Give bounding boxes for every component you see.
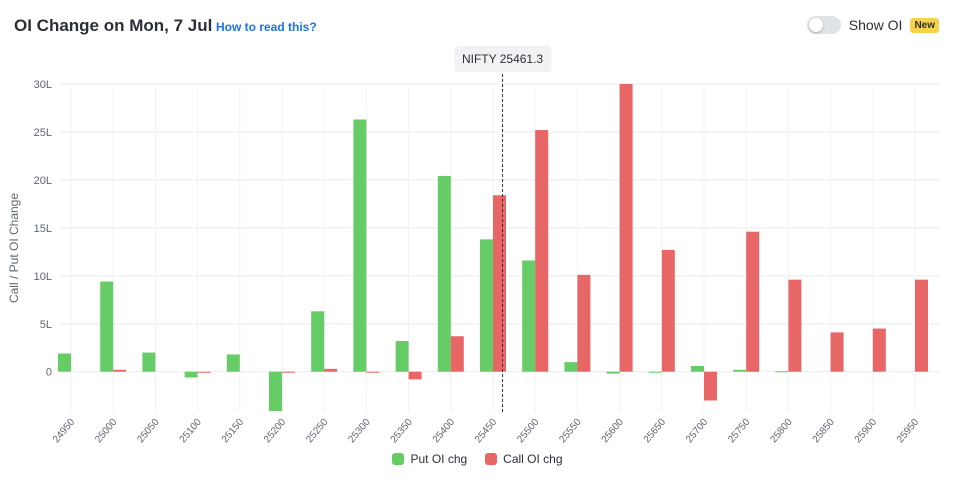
put-oi-bar [269, 371, 282, 412]
x-tick-label: 25450 [473, 417, 500, 446]
call-oi-bar [408, 371, 422, 380]
call-oi-bar [197, 371, 211, 373]
call-oi-bar [282, 371, 295, 373]
y-tick-label: 5L [40, 319, 52, 331]
call-oi-bar [619, 84, 633, 372]
put-oi-bar [311, 311, 325, 372]
x-tick-label: 25850 [811, 417, 838, 446]
put-oi-bar [733, 369, 747, 372]
call-oi-bar [746, 231, 760, 372]
x-tick-label: 25350 [389, 417, 416, 446]
legend-call-label: Call OI chg [503, 452, 563, 466]
show-oi-toggle-group: Show OI New [806, 16, 939, 34]
x-tick-label: 25550 [557, 417, 584, 446]
y-axis-label: Call / Put OI Change [7, 193, 21, 303]
put-oi-bar [606, 371, 620, 374]
legend-item-call[interactable]: Call OI chg [485, 452, 563, 466]
y-tick-label: 15L [34, 223, 52, 235]
chart-legend: Put OI chg Call OI chg [0, 452, 955, 466]
chart-title: OI Change on Mon, 7 Jul [14, 16, 213, 35]
call-oi-bar [324, 368, 338, 372]
call-oi-bar [915, 279, 928, 372]
x-tick-label: 25600 [600, 417, 627, 446]
put-oi-bar [395, 341, 409, 372]
x-tick-label: 25300 [346, 417, 373, 446]
call-oi-bar [113, 369, 127, 372]
put-oi-bar [522, 260, 536, 372]
x-tick-label: 25900 [853, 417, 880, 446]
call-oi-bar [788, 279, 802, 372]
legend-put-label: Put OI chg [410, 452, 468, 466]
x-tick-label: 25050 [135, 417, 162, 446]
call-oi-bar [704, 371, 717, 401]
x-tick-label: 25250 [304, 417, 331, 446]
put-oi-bar [480, 239, 493, 372]
put-oi-bar [437, 176, 451, 372]
call-oi-bar [872, 328, 886, 372]
x-tick-label: 25000 [93, 417, 120, 446]
chart-header: OI Change on Mon, 7 Jul How to read this… [0, 0, 955, 52]
put-oi-bar [100, 281, 114, 372]
x-tick-label: 25700 [684, 417, 711, 446]
put-oi-bar [184, 371, 198, 378]
put-oi-bar [775, 371, 789, 373]
x-tick-label: 25750 [726, 417, 753, 446]
x-tick-label: 25650 [642, 417, 669, 446]
y-tick-label: 25L [34, 127, 52, 139]
x-tick-label: 25800 [768, 417, 795, 446]
new-badge: New [910, 17, 939, 33]
x-tick-label: 25200 [262, 417, 289, 446]
put-swatch [392, 453, 405, 465]
x-tick-label: 25950 [895, 417, 922, 446]
x-tick-label: 25500 [515, 417, 542, 446]
call-oi-bar [493, 195, 506, 372]
toggle-knob [808, 18, 823, 32]
call-oi-bar [661, 249, 675, 372]
y-tick-label: 20L [34, 175, 52, 187]
y-tick-label: 10L [34, 271, 52, 283]
call-oi-bar [830, 332, 844, 372]
put-oi-bar [142, 352, 156, 372]
show-oi-label: Show OI [848, 17, 903, 33]
y-tick-label: 0 [46, 367, 52, 379]
call-oi-bar [450, 336, 464, 372]
call-oi-bar [535, 130, 549, 372]
x-tick-label: 25400 [431, 417, 458, 446]
spot-price-label: NIFTY 25461.3 [453, 46, 552, 72]
how-to-read-link[interactable]: How to read this? [216, 20, 317, 34]
put-oi-bar [226, 354, 240, 372]
x-tick-label: 25100 [178, 417, 205, 446]
x-tick-label: 24950 [51, 417, 78, 446]
call-swatch [485, 453, 498, 465]
call-oi-bar [366, 371, 380, 373]
show-oi-toggle[interactable] [806, 16, 841, 34]
put-oi-bar [648, 371, 662, 373]
x-tick-label: 25150 [220, 417, 247, 446]
put-oi-bar [58, 353, 71, 372]
legend-item-put[interactable]: Put OI chg [392, 452, 467, 466]
y-tick-label: 30L [34, 79, 52, 91]
put-oi-bar [353, 119, 367, 372]
put-oi-bar [564, 362, 578, 372]
put-oi-bar [691, 365, 704, 372]
call-oi-bar [577, 274, 591, 372]
